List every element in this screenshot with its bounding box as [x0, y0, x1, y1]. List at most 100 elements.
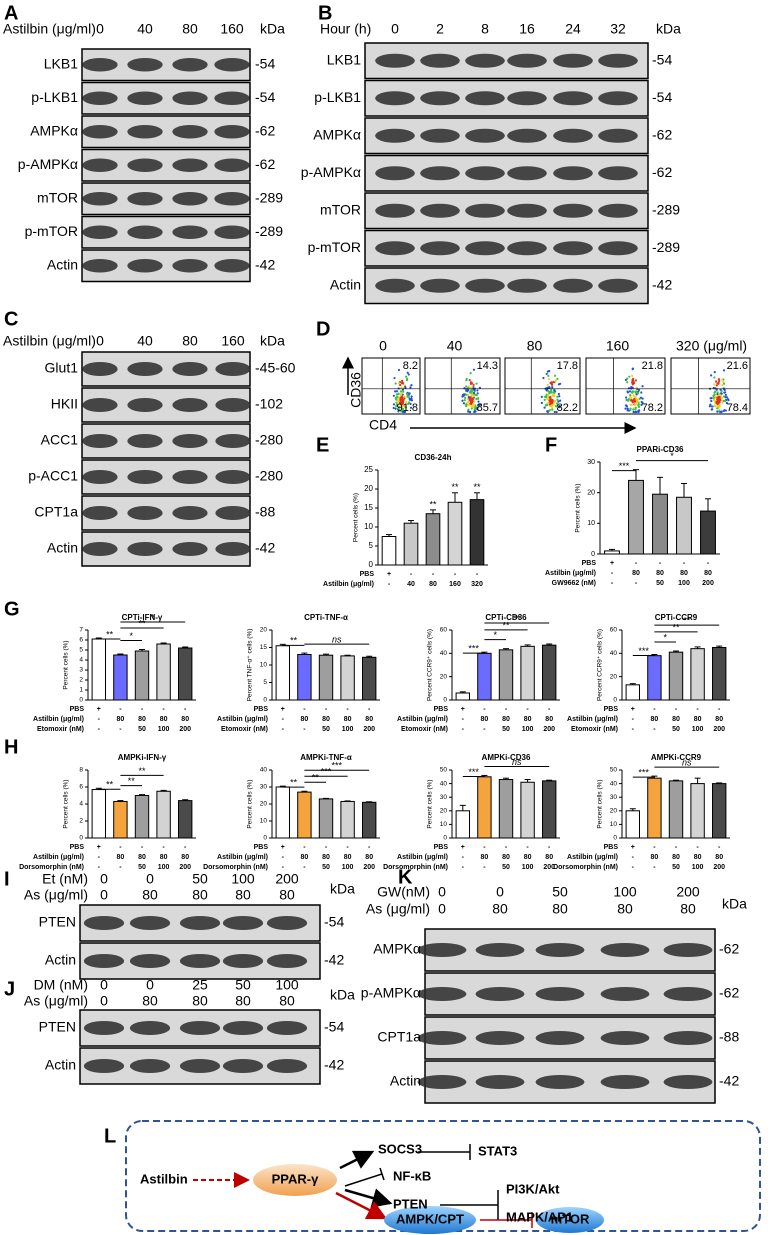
flow-dot	[549, 400, 552, 403]
unit-label: kDa	[260, 21, 285, 37]
condition-value: 100	[678, 580, 690, 587]
y-tick-label: 50	[440, 767, 448, 774]
flow-dot	[722, 380, 725, 383]
panel-letter: F	[545, 434, 557, 456]
flow-dot	[467, 385, 470, 388]
blot-band	[475, 943, 525, 957]
flow-dot	[465, 389, 468, 392]
dose-label: 320 (μg/ml)	[676, 338, 747, 354]
blot-band	[127, 362, 163, 376]
blot-band	[214, 58, 250, 72]
kda-label: -54	[255, 89, 275, 105]
y-tick-label: 25	[364, 465, 373, 474]
blot-band	[215, 470, 251, 484]
y-axis-label: Percent CCR9⁺ cells (%)	[427, 629, 434, 701]
y-tick-label: 20	[364, 484, 373, 493]
condition-value: 80	[322, 716, 330, 723]
blot-band	[222, 916, 264, 930]
protein-label: Actin	[45, 952, 76, 968]
flow-dot	[399, 383, 402, 387]
flow-dot	[635, 390, 638, 393]
condition-value: +	[461, 844, 465, 851]
condition-value: -	[462, 726, 465, 733]
diagram-node: STAT3	[478, 1143, 517, 1158]
kda-label: -289	[652, 201, 680, 217]
blot-band	[417, 987, 467, 1001]
condition-label: Etomoxir (nM)	[221, 726, 268, 733]
protein-label: Actin	[47, 256, 78, 272]
protein-label: p-AMPKα	[301, 164, 361, 180]
blot-band	[507, 166, 547, 181]
blot-band	[127, 58, 163, 72]
y-axis-label: Percent cells (%)	[575, 483, 582, 532]
protein-label: mTOR	[37, 189, 78, 205]
treatment-label: GW(nM)	[377, 884, 430, 900]
flow-dot	[397, 382, 401, 385]
blot-band	[172, 434, 208, 448]
flow-dot	[475, 382, 478, 385]
flow-dot	[557, 400, 560, 403]
flow-dot	[542, 376, 545, 380]
flow-dot	[555, 402, 559, 405]
flow-dot	[471, 389, 474, 392]
significance: **	[473, 482, 481, 492]
blot-band	[214, 91, 250, 105]
blot-band	[663, 1075, 713, 1089]
bar	[477, 652, 492, 701]
protein-label: p-LKB1	[314, 89, 361, 105]
condition-value: -	[632, 864, 635, 871]
flow-dot	[472, 368, 476, 371]
flow-dot	[720, 410, 723, 413]
flow-dot	[716, 405, 719, 408]
condition-value: 50	[656, 580, 664, 587]
blot-band	[127, 259, 163, 273]
flow-dot	[631, 374, 634, 377]
arrow	[335, 1191, 388, 1220]
condition-value: 80	[651, 854, 659, 861]
condition-value: -	[548, 844, 551, 851]
bar	[134, 650, 150, 701]
treatment-label: Hour (h)	[320, 21, 371, 37]
blot-band	[507, 203, 547, 218]
blot-band	[214, 125, 250, 139]
flow-dot	[467, 395, 470, 399]
bar	[113, 654, 128, 701]
y-tick-label: 10	[440, 821, 448, 828]
flow-dot	[546, 383, 549, 387]
flow-dot	[472, 391, 476, 395]
flow-dot	[472, 406, 475, 409]
protein-label: LKB1	[44, 55, 78, 71]
blot-band	[375, 91, 415, 106]
dose-label: 0	[100, 887, 108, 903]
condition-value: -	[483, 706, 486, 713]
blot-band	[420, 278, 460, 293]
blot-band	[266, 1059, 308, 1073]
flow-dot	[634, 408, 637, 411]
blot-band	[266, 1021, 308, 1035]
flow-dot	[716, 396, 719, 399]
flow-dot	[625, 405, 629, 408]
flow-dot	[396, 407, 399, 411]
flow-dot	[472, 383, 475, 386]
condition-value: 200	[543, 864, 555, 871]
flow-dot	[406, 371, 409, 374]
blot-band	[465, 91, 505, 106]
dose-label: 100	[275, 977, 299, 993]
dose-label: 0	[96, 333, 104, 349]
condition-value: 80	[524, 716, 532, 723]
flow-dot	[403, 395, 406, 398]
blot-band	[214, 259, 250, 273]
flow-dot	[722, 382, 726, 385]
kda-label: -88	[719, 1029, 739, 1045]
dose-label: 80	[182, 21, 198, 37]
quadrant-value: 78.2	[642, 402, 663, 414]
flow-dot	[713, 371, 716, 374]
blot-band	[600, 1075, 650, 1089]
condition-value: 80	[365, 716, 373, 723]
blot-band	[172, 470, 208, 484]
condition-value: -	[653, 726, 656, 733]
flow-dot	[404, 404, 407, 407]
flow-dot	[409, 386, 412, 389]
flow-dot	[551, 400, 554, 403]
flow-dot	[407, 401, 411, 404]
